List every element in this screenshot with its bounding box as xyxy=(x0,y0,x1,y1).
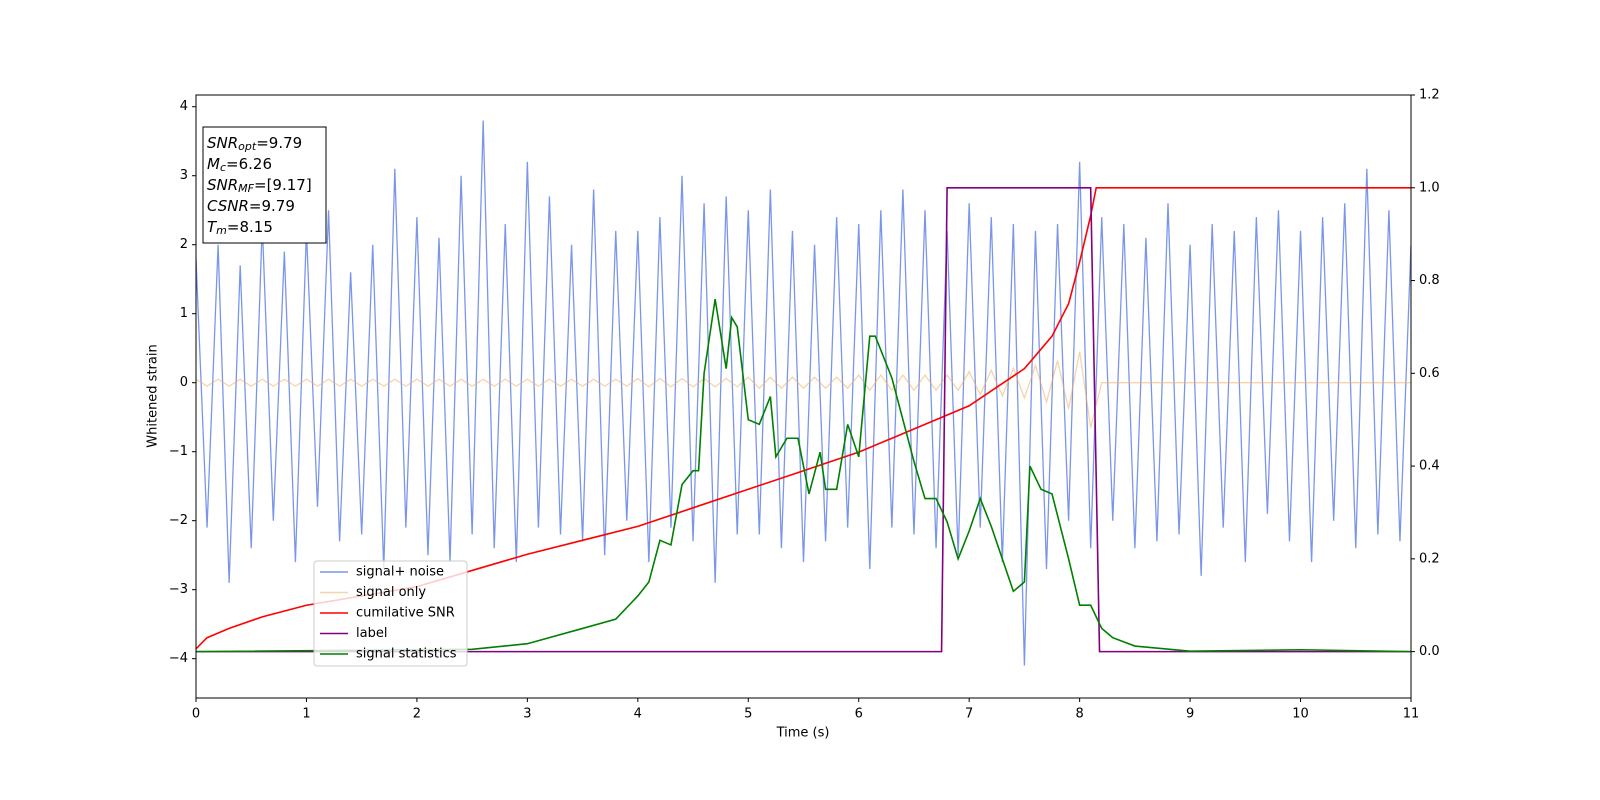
x-tick-label: 9 xyxy=(1186,707,1194,722)
y-tick-label: −2 xyxy=(169,513,188,528)
y2-tick-label: 1.2 xyxy=(1419,88,1440,103)
y2-tick-label: 0.6 xyxy=(1419,366,1440,381)
legend-label: label xyxy=(356,626,387,641)
y2-tick-label: 0.8 xyxy=(1419,273,1440,288)
x-tick-label: 1 xyxy=(302,707,310,722)
stats-symbol: SNR xyxy=(207,176,238,194)
series-line xyxy=(196,351,1411,428)
stats-symbol: CSNR xyxy=(207,197,249,215)
x-tick-label: 11 xyxy=(1403,707,1420,722)
x-tick-label: 8 xyxy=(1075,707,1083,722)
stats-value: =6.26 xyxy=(226,155,272,173)
y-tick-label: −4 xyxy=(169,651,188,666)
legend-frame xyxy=(313,560,468,667)
y-tick-label: 0 xyxy=(180,375,188,390)
y-tick-label: −3 xyxy=(169,582,188,597)
stats-symbol: T xyxy=(207,218,218,236)
x-tick-label: 6 xyxy=(855,707,863,722)
legend: signal+ noise signal only cumilative SNR la… xyxy=(313,560,468,667)
y-tick-label: −1 xyxy=(169,444,188,459)
x-tick-label: 10 xyxy=(1292,707,1309,722)
y-tick-label: 1 xyxy=(180,306,188,321)
stats-subscript: opt xyxy=(238,140,257,153)
stats-box: SNRopt=9.79Mc=6.26SNRMF=[9.17]CSNR=9.79T… xyxy=(202,126,327,244)
x-axis-label: Time (s) xyxy=(776,726,830,741)
x-tick-label: 5 xyxy=(744,707,752,722)
stats-subscript: c xyxy=(220,161,226,174)
x-tick-label: 3 xyxy=(523,707,531,722)
y2-tick-label: 0.2 xyxy=(1419,551,1440,566)
y2-tick-label: 0.4 xyxy=(1419,459,1440,474)
y-tick-label: 4 xyxy=(180,99,188,114)
y-axis-label: Whitened strain xyxy=(146,344,161,447)
stats-value: =[9.17] xyxy=(254,176,312,194)
x-tick-label: 0 xyxy=(192,707,200,722)
x-tick-label: 4 xyxy=(634,707,642,722)
stats-subscript: m xyxy=(216,224,227,237)
stats-symbol: SNR xyxy=(207,134,238,152)
legend-label: cumilative SNR xyxy=(356,606,455,621)
stats-box-frame xyxy=(202,126,327,244)
y2-tick-label: 0.0 xyxy=(1419,644,1440,659)
series-line xyxy=(196,298,1411,653)
stats-line: CSNR=9.79 xyxy=(207,197,295,215)
legend-label: signal only xyxy=(356,585,426,600)
y2-tick-label: 1.0 xyxy=(1419,180,1440,195)
stats-subscript: MF xyxy=(238,182,254,195)
stats-symbol: M xyxy=(207,155,220,173)
stats-value: =9.79 xyxy=(256,134,302,152)
stats-line: SNRopt=9.79 xyxy=(207,134,302,154)
stats-value: =9.79 xyxy=(249,197,295,215)
stats-value: =8.15 xyxy=(227,218,273,236)
stats-line: Mc=6.26 xyxy=(207,155,272,175)
y-tick-label: 2 xyxy=(180,237,188,252)
series-line xyxy=(196,120,1411,666)
x-tick-label: 2 xyxy=(413,707,421,722)
x-tick-label: 7 xyxy=(965,707,973,722)
series-line xyxy=(196,186,1411,653)
axes-frame xyxy=(195,94,1412,699)
y-tick-label: 3 xyxy=(180,168,188,183)
stats-line: SNRMF=[9.17] xyxy=(207,176,312,196)
stats-line: Tm=8.15 xyxy=(207,218,273,238)
legend-label: signal statistics xyxy=(356,647,457,662)
legend-label: signal+ noise xyxy=(356,565,444,580)
